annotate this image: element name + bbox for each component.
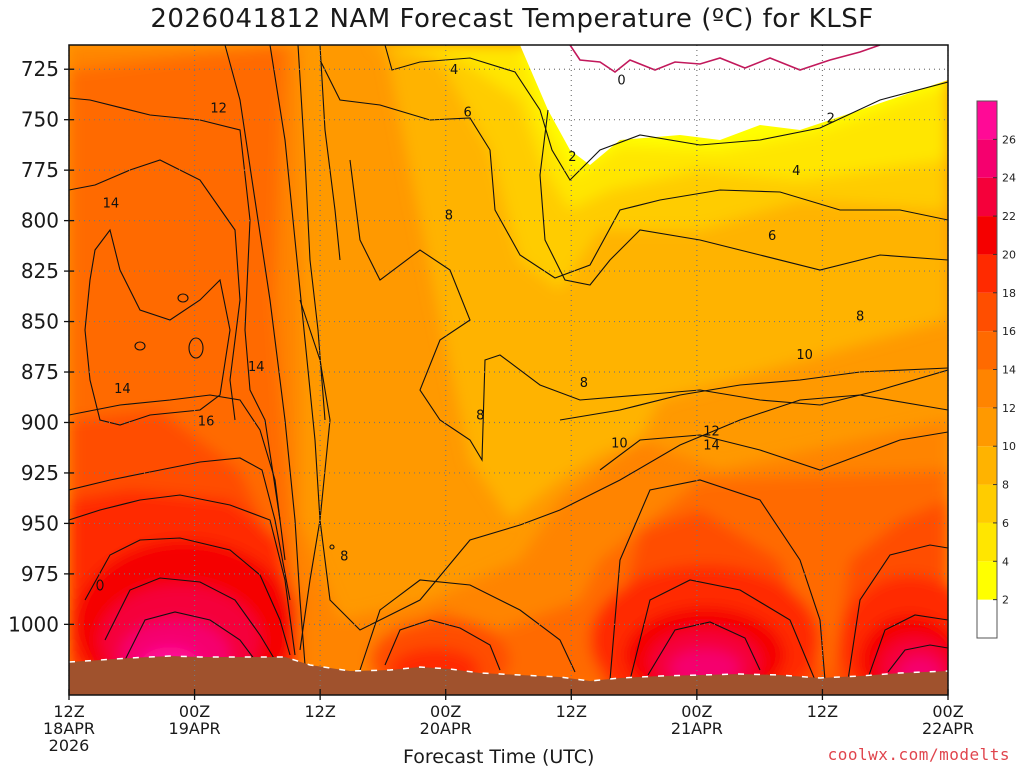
contour-label: 14 (114, 382, 131, 397)
colorbar-swatch (977, 331, 997, 370)
contour-label: 14 (248, 360, 265, 375)
temperature-field (69, 45, 948, 695)
colorbar-swatch (977, 254, 997, 293)
colorbar-tick-label: 2 (1002, 594, 1009, 607)
contour-label: 8 (340, 550, 348, 565)
contour-label: 14 (103, 196, 120, 211)
colorbar-swatch (977, 522, 997, 562)
x-tick-label: 19APR (169, 719, 221, 738)
x-tick-label: 00Z (681, 702, 712, 721)
contour-label: 2 (568, 150, 576, 165)
colorbar-swatch (977, 369, 997, 408)
y-tick-label: 775 (21, 158, 59, 182)
colorbar-tick-label: 16 (1002, 325, 1016, 338)
x-tick-label: 22APR (922, 719, 974, 738)
y-tick-label: 1000 (8, 612, 59, 636)
colorbar-swatch (977, 216, 997, 255)
plot-frame (68, 44, 949, 696)
contour-label: 2 (827, 112, 835, 127)
x-tick-label: 12Z (556, 702, 587, 721)
y-tick-label: 875 (21, 360, 59, 384)
colorbar-tick-label: 4 (1002, 555, 1009, 568)
y-tick-label: 925 (21, 461, 59, 485)
x-tick-label: 12Z (304, 702, 335, 721)
x-tick-label: 2026 (49, 736, 90, 755)
colorbar-swatch (977, 561, 997, 600)
chart-title: 2026041812 NAM Forecast Temperature (ºC)… (150, 4, 874, 34)
source-credit[interactable]: coolwx.com/modelts (827, 745, 1010, 764)
x-tick-label: 20APR (420, 719, 472, 738)
contour-label: 6 (464, 106, 472, 121)
contour-label: 4 (450, 63, 458, 78)
y-axis: 725 750 775 800 825 850 875 900 925 950 975 1000 (8, 57, 74, 636)
x-tick-label: 12Z (807, 702, 838, 721)
colorbar-tick-label: 22 (1002, 210, 1016, 223)
colorbar-tick-label: 12 (1002, 402, 1016, 415)
colorbar-tick-label: 20 (1002, 248, 1016, 261)
colorbar-tick-label: 6 (1002, 517, 1009, 530)
contour-label: 4 (792, 164, 800, 179)
contour-labels: 4 0 12 6 2 2 4 14 8 6 8 10 14 8 14 8 16 12 10 14 8 (103, 63, 865, 565)
colorbar-tick-label: 26 (1002, 133, 1016, 146)
colorbar-swatch (977, 599, 997, 638)
y-tick-label: 850 (21, 310, 59, 334)
y-tick-label: 975 (21, 562, 59, 586)
x-axis-title: Forecast Time (UTC) (403, 746, 595, 768)
contour-label: 8 (856, 309, 864, 324)
colorbar-tick-label: 24 (1002, 172, 1016, 185)
terrain (69, 656, 948, 695)
contour-label: 10 (611, 437, 628, 452)
colorbar-swatch (977, 139, 997, 178)
colorbar-swatch (977, 446, 997, 485)
contour-lines (69, 45, 948, 681)
contour-label: 12 (703, 425, 720, 440)
colorbar-tick-label: 8 (1002, 479, 1009, 492)
y-tick-label: 900 (21, 410, 59, 434)
colorbar-swatch (977, 292, 997, 332)
contour-label: 0 (617, 73, 625, 88)
contour-label: 12 (210, 102, 227, 117)
x-tick-label: 00Z (430, 702, 461, 721)
colorbar-swatch (977, 177, 997, 217)
colorbar-swatch (977, 484, 997, 523)
colorbar-tick-label: 18 (1002, 287, 1016, 300)
contour-label: 8 (476, 408, 484, 423)
x-tick-label: 21APR (671, 719, 723, 738)
y-tick-label: 825 (21, 259, 59, 283)
contour-label: 6 (768, 229, 776, 244)
contour-label: 16 (198, 414, 215, 429)
colorbar-swatch (977, 407, 997, 447)
y-tick-label: 950 (21, 511, 59, 535)
contour-label: 8 (580, 376, 588, 391)
colorbar-tick-label: 10 (1002, 440, 1016, 453)
x-tick-label: 00Z (179, 702, 210, 721)
y-tick-label: 750 (21, 108, 59, 132)
y-tick-label: 800 (21, 209, 59, 233)
y-tick-label: 725 (21, 57, 59, 81)
x-tick-label: 12Z (53, 702, 84, 721)
contour-label: 14 (703, 439, 720, 454)
colorbar-tick-label: 14 (1002, 364, 1016, 377)
colorbar-swatch (977, 101, 997, 140)
contour-label: 10 (796, 348, 813, 363)
x-tick-label: 00Z (932, 702, 963, 721)
x-tick-label: 18APR (43, 719, 95, 738)
contour-label: 8 (445, 209, 453, 224)
freezing-level-line (569, 45, 881, 73)
